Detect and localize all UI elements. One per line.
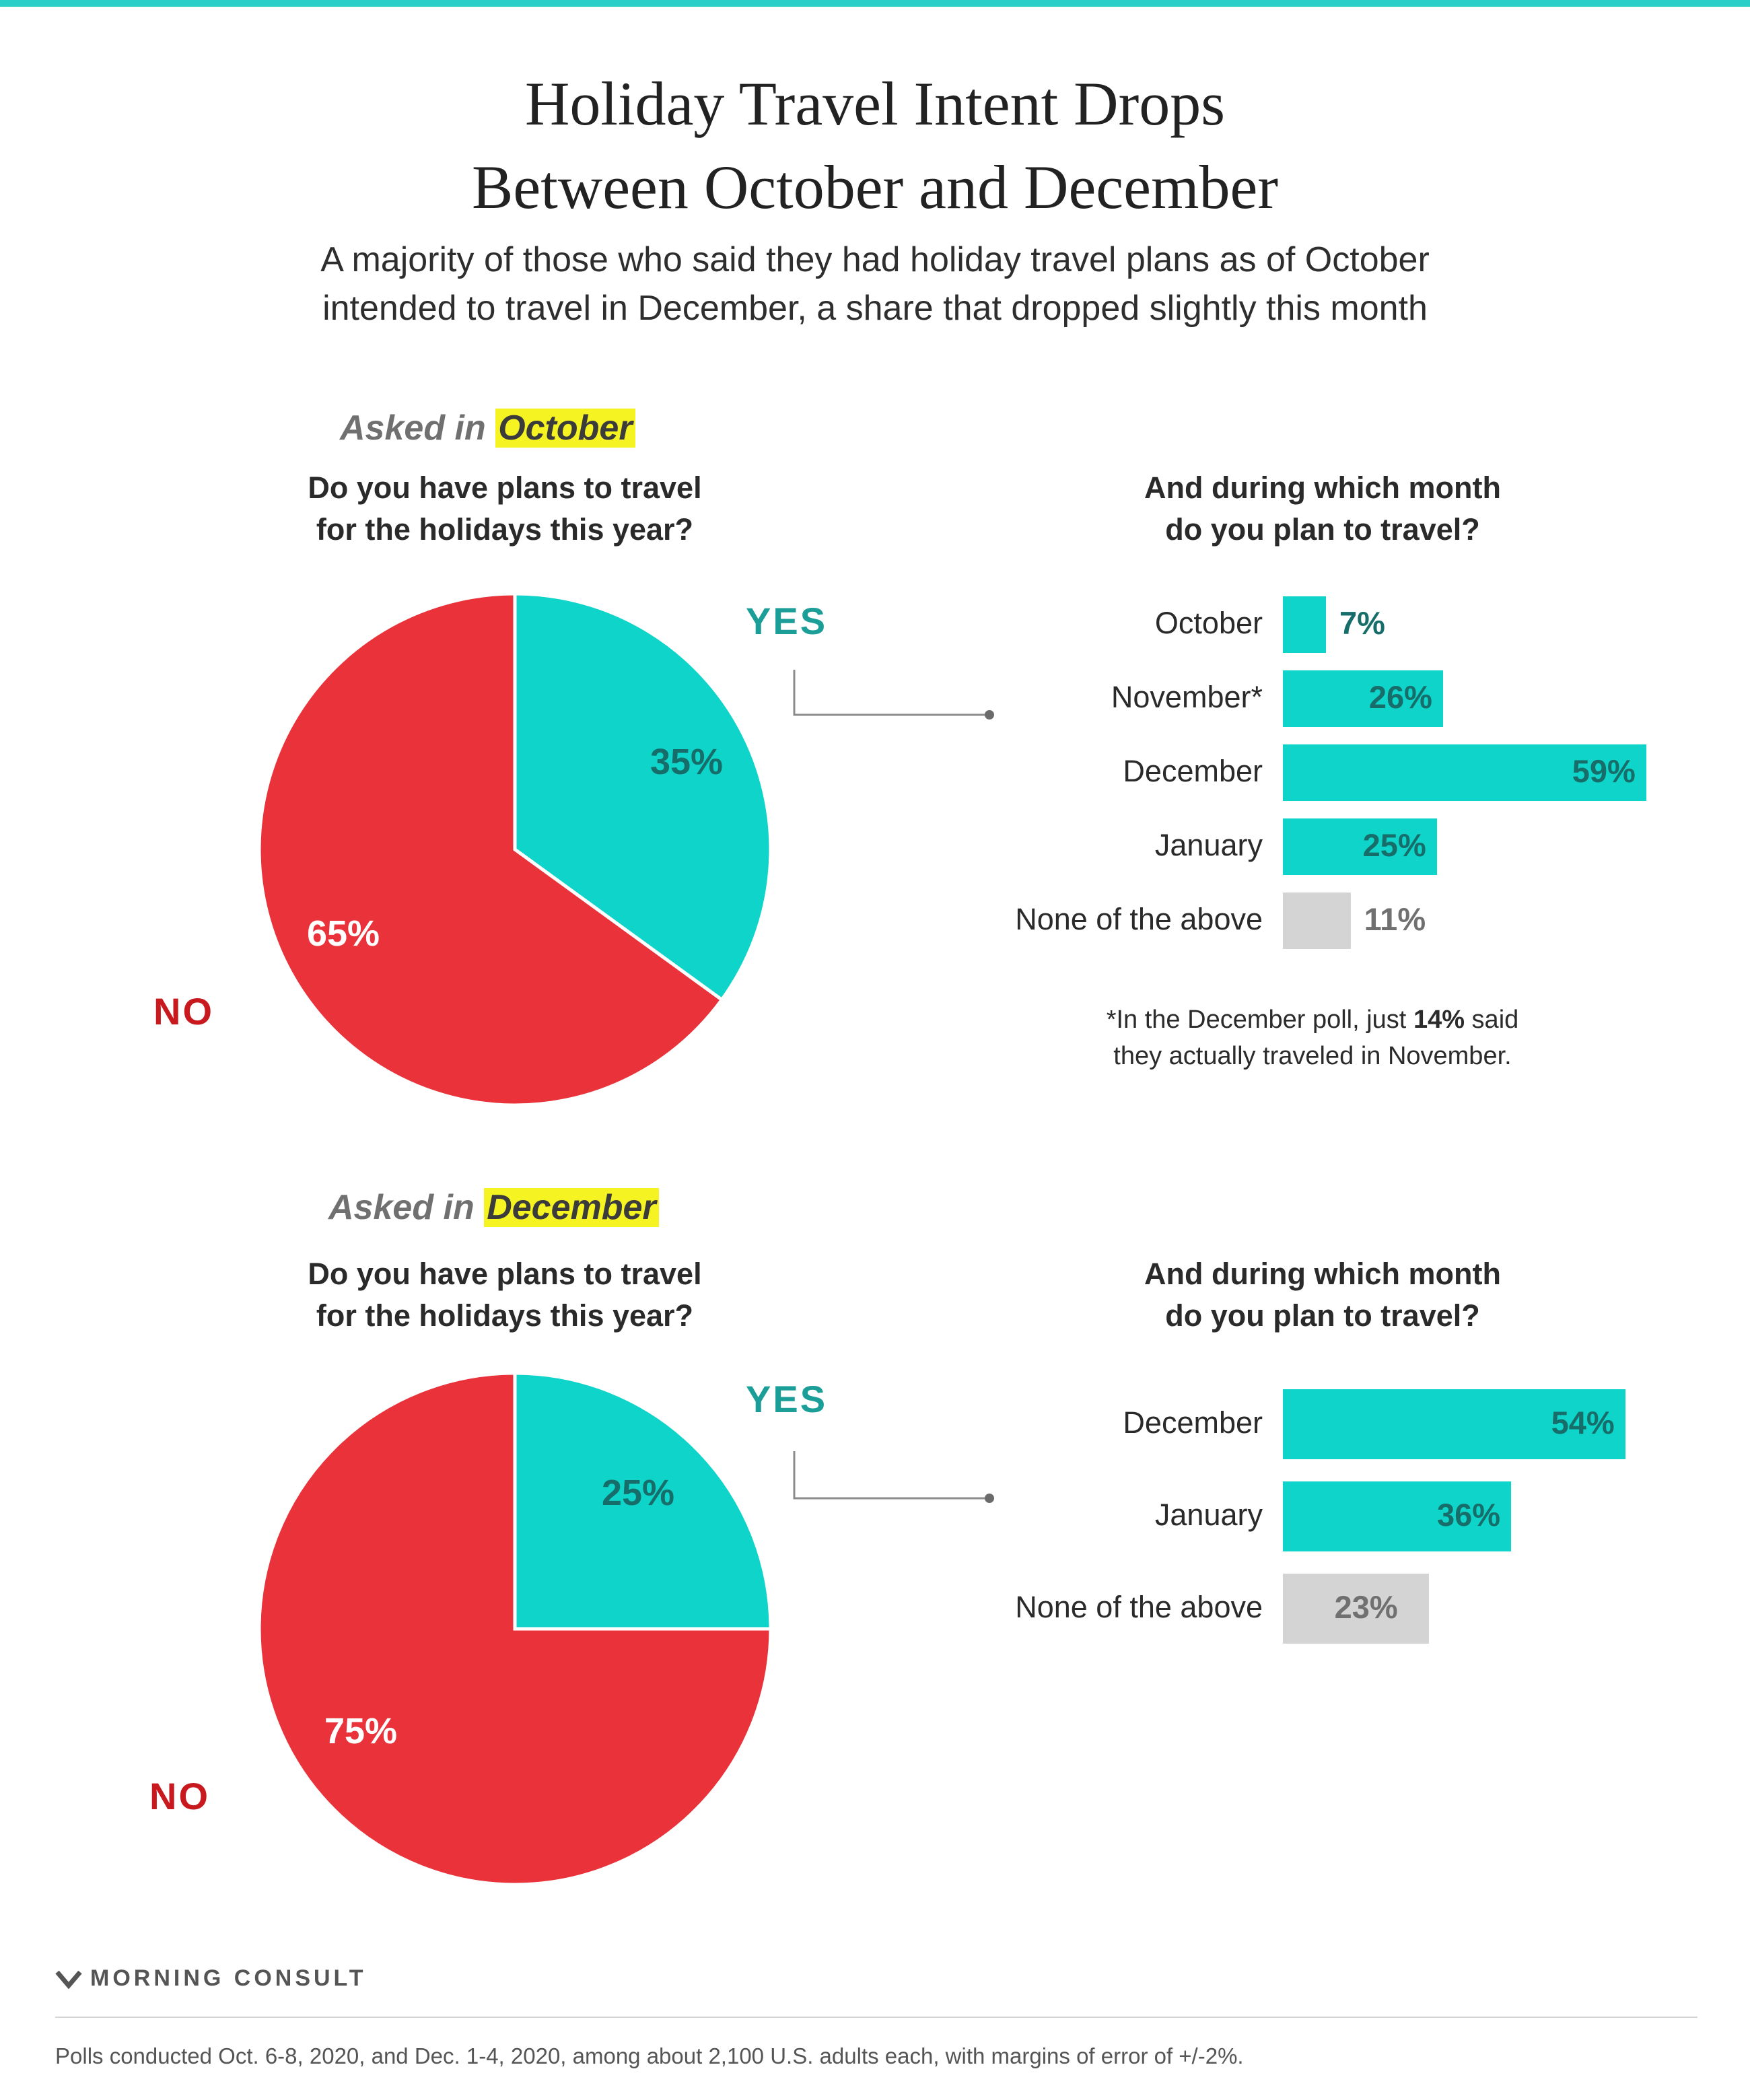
asked-month-highlight: October xyxy=(495,409,635,448)
bar-category-label: December xyxy=(1123,754,1263,788)
pie-value-label-no: 75% xyxy=(324,1711,397,1751)
pie-value-label-yes: 25% xyxy=(602,1473,674,1513)
bar-january xyxy=(1283,818,1437,875)
footnote-line-2: they actually traveled in November. xyxy=(1113,1042,1512,1070)
bar-none-of-the-above xyxy=(1283,893,1351,949)
title-line-2: Between October and December xyxy=(472,153,1278,221)
bar-value-label: 25% xyxy=(1362,827,1426,863)
question-line-2: for the holidays this year? xyxy=(316,1298,694,1333)
chart-subtitle: A majority of those who said they had ho… xyxy=(0,236,1750,332)
asked-prefix: Asked in xyxy=(340,409,486,448)
asked-in-december: Asked in December xyxy=(328,1187,659,1228)
yes-label-october: YES xyxy=(746,600,828,642)
asked-month-highlight: December xyxy=(484,1188,659,1227)
pie-question-december: Do you have plans to travel for the holi… xyxy=(242,1253,767,1337)
bar-value-label: 7% xyxy=(1339,605,1385,641)
bar-question-december: And during which month do you plan to tr… xyxy=(1063,1253,1582,1337)
bar-value-label: 36% xyxy=(1437,1497,1501,1533)
bar-value-label: 59% xyxy=(1572,753,1636,789)
question-line-1: And during which month xyxy=(1144,470,1501,505)
brand-name: MORNING CONSULT xyxy=(90,1965,367,1991)
bar-category-label: December xyxy=(1123,1405,1263,1440)
bar-december xyxy=(1283,1389,1625,1459)
pie-question-october: Do you have plans to travel for the holi… xyxy=(242,467,767,551)
bar-value-label: 23% xyxy=(1334,1589,1398,1625)
pie-value-label-yes: 35% xyxy=(650,742,723,782)
bar-category-label: January xyxy=(1154,1498,1263,1532)
title-line-1: Holiday Travel Intent Drops xyxy=(524,69,1226,138)
bar-value-label: 11% xyxy=(1364,901,1426,937)
chart-title: Holiday Travel Intent Drops Between Octo… xyxy=(0,62,1750,229)
bar-question-october: And during which month do you plan to tr… xyxy=(1063,467,1582,551)
bar-value-label: 26% xyxy=(1368,679,1432,715)
bar-category-label: January xyxy=(1154,828,1263,862)
bar-november xyxy=(1283,670,1443,727)
brand-mark-icon xyxy=(55,1970,82,1990)
question-line-2: for the holidays this year? xyxy=(316,512,694,547)
morning-consult-logo: MORNING CONSULT xyxy=(55,1965,367,1992)
top-accent-bar xyxy=(0,0,1750,7)
asked-prefix: Asked in xyxy=(328,1188,475,1227)
bar-value-label: 54% xyxy=(1551,1405,1615,1440)
bar-category-label: November* xyxy=(1111,680,1263,714)
no-label-december: NO xyxy=(149,1775,210,1817)
subtitle-line-2: intended to travel in December, a share … xyxy=(322,289,1428,328)
pie-value-label-no: 65% xyxy=(307,913,380,954)
bar-december xyxy=(1283,744,1646,801)
footnote-line-1: *In the December poll, just 14% said xyxy=(1050,1002,1575,1038)
footer-divider xyxy=(55,2017,1698,2018)
november-footnote: *In the December poll, just 14% said the… xyxy=(1050,1002,1575,1074)
asked-in-october: Asked in October xyxy=(340,408,635,448)
pie-slice-no xyxy=(257,1371,773,1887)
bar-category-label: None of the above xyxy=(1015,1590,1263,1624)
bar-category-label: October xyxy=(1154,606,1263,640)
question-line-2: do you plan to travel? xyxy=(1165,512,1480,547)
question-line-1: Do you have plans to travel xyxy=(308,1257,702,1291)
yes-label-december: YES xyxy=(746,1378,828,1420)
no-label-october: NO xyxy=(153,990,214,1032)
question-line-1: Do you have plans to travel xyxy=(308,470,702,505)
footnote-bold-value: 14% xyxy=(1413,1006,1465,1034)
footnote-prefix: *In the December poll, just xyxy=(1106,1006,1413,1034)
pie-slice-no xyxy=(257,592,724,1107)
question-line-1: And during which month xyxy=(1144,1257,1501,1291)
pie-slice-yes xyxy=(513,592,773,1002)
source-note: Polls conducted Oct. 6-8, 2020, and Dec.… xyxy=(55,2043,1244,2068)
footnote-suffix: said xyxy=(1465,1006,1519,1034)
bar-none-of-the-above xyxy=(1283,1574,1429,1644)
bar-october xyxy=(1283,596,1327,653)
pie-slice-yes xyxy=(513,1371,773,1631)
question-line-2: do you plan to travel? xyxy=(1165,1298,1480,1333)
subtitle-line-1: A majority of those who said they had ho… xyxy=(320,240,1430,279)
bar-january xyxy=(1283,1481,1512,1551)
bar-category-label: None of the above xyxy=(1015,902,1263,936)
